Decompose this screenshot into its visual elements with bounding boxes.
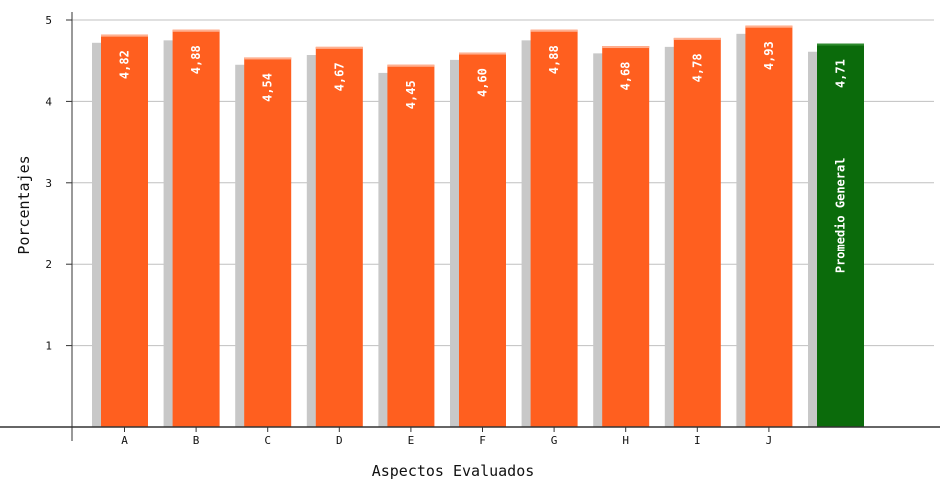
bar-top-edge — [101, 34, 148, 37]
y-tick-label-2: 2 — [45, 258, 52, 271]
bar — [244, 57, 292, 427]
y-tick-label-1: 1 — [45, 340, 52, 353]
bar-value-label: 4,60 — [476, 68, 490, 97]
bar-group-D: 4,67 D — [306, 46, 363, 447]
bar-group-I: 4,78 I — [664, 37, 721, 447]
x-tick-label-H: H — [622, 434, 629, 447]
bar-top-edge — [745, 25, 793, 28]
tick-labels: 1 2 3 4 5 — [45, 14, 52, 353]
bar-group-J: 4,93 J — [736, 25, 793, 447]
x-tick-label-F: F — [479, 434, 486, 447]
bar-group-C: 4,54 C — [235, 57, 292, 447]
x-tick-label-A: A — [121, 434, 128, 447]
bar — [387, 64, 435, 428]
bar-top-edge — [172, 29, 220, 32]
y-tick-label-3: 3 — [45, 177, 52, 190]
bar-value-label: 4,45 — [404, 80, 418, 109]
bar-value-label: 4,93 — [762, 41, 776, 70]
bar-value-label: 4,68 — [619, 62, 633, 91]
bar-group-B: 4,88 B — [163, 29, 220, 447]
bar — [172, 29, 220, 427]
bar-top-edge — [459, 52, 506, 55]
bar — [602, 46, 650, 427]
bar-value-label: 4,54 — [261, 73, 275, 102]
bar-top-edge — [244, 57, 292, 60]
y-axis-label: Porcentajes — [15, 155, 33, 254]
bar — [315, 46, 363, 427]
bar-value-label: 4,88 — [547, 45, 561, 74]
x-tick-label-D: D — [336, 434, 343, 447]
bar-value-label: 4,71 — [834, 59, 848, 88]
y-tick-label-5: 5 — [45, 14, 52, 27]
axes — [0, 12, 940, 441]
bar-group-G: 4,88 G — [521, 29, 578, 447]
bar-caption-promedio-general: Promedio General — [834, 158, 848, 274]
bar — [745, 25, 793, 428]
bar-top-edge — [387, 64, 435, 67]
x-tick-label-E: E — [408, 434, 415, 447]
bar-top-edge — [673, 37, 721, 40]
bar-group-H: 4,68 H — [593, 46, 650, 447]
x-tick-label-C: C — [264, 434, 271, 447]
bar-value-label: 4,67 — [332, 62, 346, 91]
bar — [101, 34, 148, 427]
bar — [673, 37, 721, 428]
bar — [817, 43, 864, 428]
x-axis-label: Aspectos Evaluados — [372, 462, 535, 479]
bar-top-edge — [602, 46, 650, 49]
y-tick-label-4: 4 — [45, 95, 52, 108]
bar-group-E: 4,45 E — [378, 64, 435, 447]
x-tick-label-B: B — [193, 434, 200, 447]
bar — [459, 52, 506, 428]
x-tick-label-J: J — [766, 434, 773, 447]
bar-group-F: 4,60 F — [450, 52, 506, 447]
bar-value-label: 4,78 — [690, 53, 704, 82]
x-tick-label-G: G — [551, 434, 558, 447]
bar-group-promedio-general: 4,71 Promedio General — [808, 43, 864, 428]
bar — [530, 29, 578, 427]
bar-top-edge — [315, 46, 363, 49]
bar-value-label: 4,88 — [189, 45, 203, 74]
bar-value-label: 4,82 — [118, 50, 132, 79]
x-tick-label-I: I — [694, 434, 701, 447]
bar-group-A: 4,82 A — [92, 34, 148, 447]
bar-top-edge — [817, 43, 864, 46]
bar-top-edge — [530, 29, 578, 32]
bars: 4,82 A 4,88 B 4,54 C 4,67 D 4,45 E 4,60 F 4,88 G 4,68 H… — [92, 25, 864, 447]
